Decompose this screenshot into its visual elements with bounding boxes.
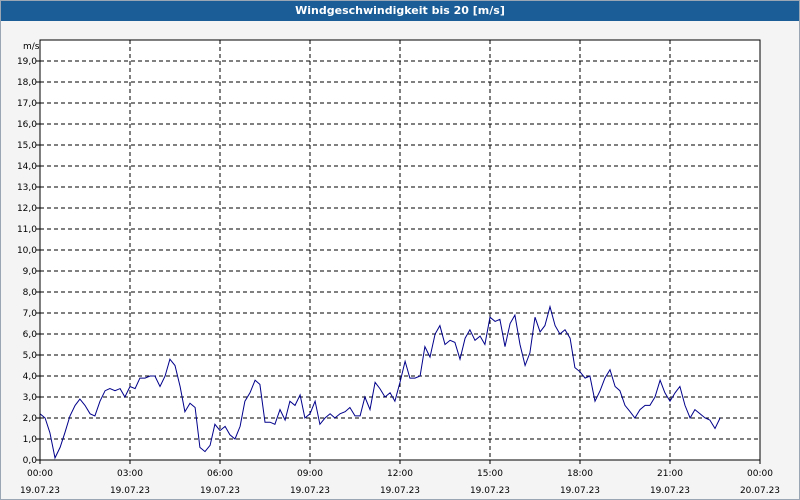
x-tick-date: 19.07.23	[200, 486, 240, 496]
x-tick-time: 00:00	[27, 469, 53, 479]
y-tick-label: 18,0	[17, 78, 37, 88]
y-tick-label: 7,0	[23, 309, 38, 319]
plot-border	[39, 39, 761, 461]
y-tick-label: 10,0	[17, 246, 37, 256]
x-tick-date: 19.07.23	[380, 486, 420, 496]
wind-speed-line	[39, 304, 721, 460]
x-tick-time: 12:00	[387, 469, 413, 479]
y-tick-label: 6,0	[23, 330, 38, 340]
y-tick-label: 13,0	[17, 183, 37, 193]
x-tick-time: 03:00	[117, 469, 143, 479]
x-tick-time: 06:00	[207, 469, 233, 479]
y-tick-label: 3,0	[23, 393, 38, 403]
x-tick-time: 15:00	[477, 469, 503, 479]
y-tick-label: 17,0	[17, 99, 37, 109]
grid-lines	[40, 40, 760, 460]
x-tick-date: 19.07.23	[110, 486, 150, 496]
chart-title: Windgeschwindigkeit bis 20 [m/s]	[1, 1, 799, 21]
y-tick-label: 16,0	[17, 120, 37, 130]
x-tick-time: 09:00	[297, 469, 323, 479]
y-tick-label: 11,0	[17, 225, 37, 235]
y-axis: 0,0 1,0 2,0 3,0 4,0 5,0 6,0 7,0 8,0 9,0 10,0 11,0 12…	[17, 57, 40, 466]
x-tick-time: 00:00	[747, 469, 773, 479]
y-tick-label: 15,0	[17, 141, 37, 151]
x-tick-date: 19.07.23	[20, 486, 60, 496]
x-tick-date: 19.07.23	[650, 486, 690, 496]
y-tick-label: 19,0	[17, 57, 37, 67]
y-tick-label: 5,0	[23, 351, 38, 361]
y-axis-label: m/s	[23, 42, 40, 52]
y-tick-label: 8,0	[23, 288, 38, 298]
x-tick-date: 19.07.23	[290, 486, 330, 496]
y-tick-label: 14,0	[17, 162, 37, 172]
x-tick-date: 19.07.23	[560, 486, 600, 496]
y-tick-label: 2,0	[23, 414, 38, 424]
x-tick-date: 20.07.23	[740, 486, 780, 496]
x-tick-date: 19.07.23	[470, 486, 510, 496]
y-tick-label: 4,0	[23, 372, 38, 382]
y-tick-label: 1,0	[23, 435, 38, 445]
y-tick-label: 0,0	[23, 456, 38, 466]
x-axis: 00:00 19.07.23 03:00 19.07.23 06:00 19.07.23 0…	[20, 460, 780, 496]
y-tick-label: 12,0	[17, 204, 37, 214]
x-tick-time: 18:00	[567, 469, 593, 479]
x-tick-time: 21:00	[657, 469, 683, 479]
y-tick-label: 9,0	[23, 267, 38, 277]
